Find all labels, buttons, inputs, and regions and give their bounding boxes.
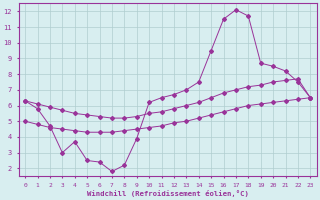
X-axis label: Windchill (Refroidissement éolien,°C): Windchill (Refroidissement éolien,°C) [87, 190, 249, 197]
